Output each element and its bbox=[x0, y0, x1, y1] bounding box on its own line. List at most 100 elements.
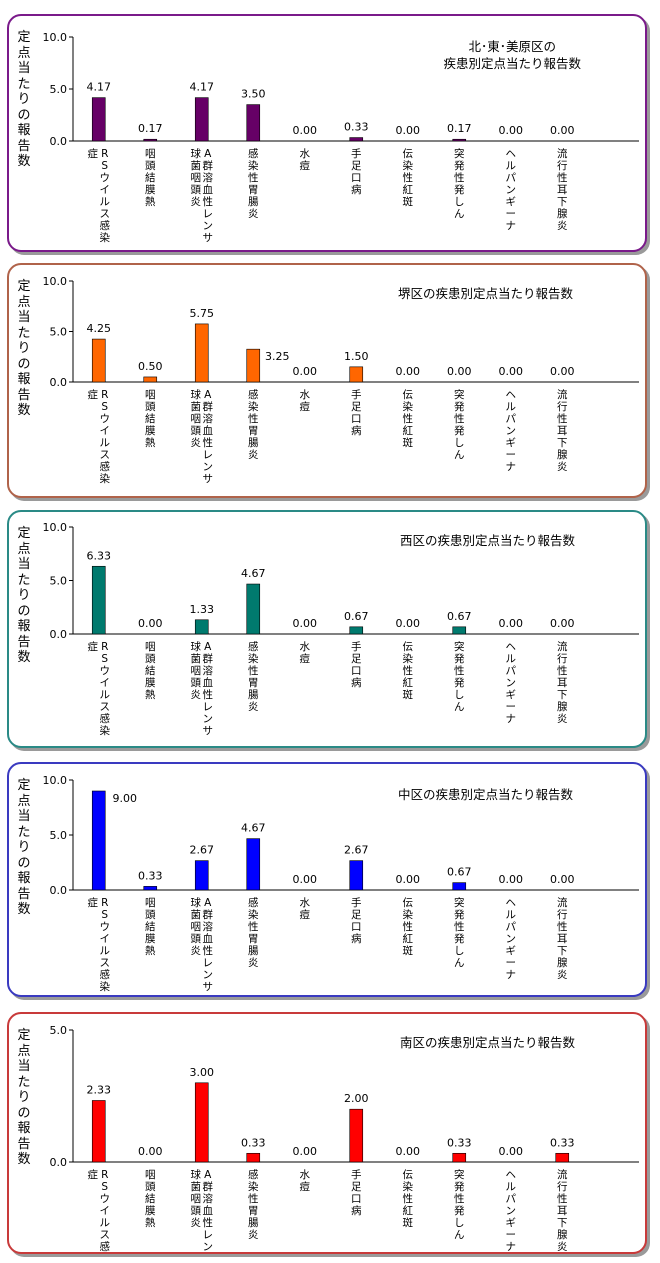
svg-text:ヘ: ヘ bbox=[506, 641, 517, 653]
svg-text:咽: 咽 bbox=[145, 148, 156, 160]
data-label: 0.00 bbox=[550, 124, 575, 137]
chart-panel-minami: 定点当たりの報告数 南区の疾患別定点当たり報告数 0.0 5.0 2.33 R S ウイルス感… bbox=[7, 1012, 647, 1254]
data-label: 0.00 bbox=[499, 124, 524, 137]
svg-text:染: 染 bbox=[248, 400, 259, 413]
svg-text:ル: ル bbox=[100, 437, 111, 449]
svg-text:行: 行 bbox=[557, 908, 568, 921]
svg-text:染: 染 bbox=[403, 908, 414, 921]
svg-text:性: 性 bbox=[557, 412, 568, 425]
svg-text:パ: パ bbox=[506, 921, 517, 933]
chart-title: 西区の疾患別定点当たり報告数 bbox=[399, 533, 575, 548]
svg-text:発: 発 bbox=[454, 424, 465, 437]
svg-text:発: 発 bbox=[454, 932, 465, 945]
svg-text:S: S bbox=[101, 160, 108, 172]
svg-text:炎: 炎 bbox=[557, 461, 568, 473]
svg-text:A: A bbox=[204, 389, 212, 401]
bar bbox=[452, 1152, 467, 1163]
svg-text:紅: 紅 bbox=[403, 933, 414, 945]
svg-text:腺: 腺 bbox=[557, 448, 568, 461]
bar bbox=[452, 138, 467, 142]
svg-text:結: 結 bbox=[145, 920, 156, 933]
svg-text:胃: 胃 bbox=[248, 677, 259, 689]
svg-text:症: 症 bbox=[88, 896, 99, 909]
svg-text:炎: 炎 bbox=[248, 208, 259, 220]
bar bbox=[91, 790, 106, 891]
svg-text:流: 流 bbox=[557, 896, 568, 909]
svg-text:ン: ン bbox=[203, 461, 214, 473]
svg-text:腸: 腸 bbox=[248, 1217, 259, 1229]
y-axis-label: 定点当たりの報告数 bbox=[17, 279, 31, 418]
svg-text:ー: ー bbox=[506, 208, 517, 220]
data-label: 0.00 bbox=[550, 873, 575, 886]
svg-text:性: 性 bbox=[248, 664, 259, 677]
svg-text:イ: イ bbox=[100, 933, 111, 945]
svg-text:頭: 頭 bbox=[191, 1205, 202, 1217]
svg-text:腺: 腺 bbox=[557, 956, 568, 969]
data-label: 3.25 bbox=[265, 350, 290, 363]
svg-text:咽: 咽 bbox=[191, 665, 202, 677]
svg-text:性: 性 bbox=[403, 920, 414, 933]
svg-text:頭: 頭 bbox=[145, 160, 156, 172]
data-label: 4.25 bbox=[87, 322, 112, 335]
svg-text:性: 性 bbox=[557, 171, 568, 184]
svg-text:ー: ー bbox=[506, 1229, 517, 1241]
svg-text:流: 流 bbox=[557, 1168, 568, 1181]
svg-text:ン: ン bbox=[506, 425, 517, 437]
svg-text:性: 性 bbox=[248, 171, 259, 184]
svg-text:溶: 溶 bbox=[203, 920, 214, 933]
y-tick-label: 10.0 bbox=[43, 521, 68, 534]
data-label: 0.67 bbox=[344, 610, 369, 623]
svg-text:ナ: ナ bbox=[506, 1241, 517, 1252]
svg-text:流: 流 bbox=[557, 640, 568, 653]
data-label: 0.33 bbox=[138, 869, 163, 882]
svg-text:感: 感 bbox=[248, 640, 259, 653]
svg-text:パ: パ bbox=[506, 1193, 517, 1205]
data-label: 0.00 bbox=[499, 365, 524, 378]
svg-text:ギ: ギ bbox=[506, 689, 517, 701]
svg-text:突: 突 bbox=[454, 1168, 465, 1181]
svg-text:性: 性 bbox=[454, 920, 465, 933]
svg-text:耳: 耳 bbox=[557, 933, 568, 945]
svg-text:染: 染 bbox=[100, 980, 111, 993]
data-label: 4.17 bbox=[87, 81, 112, 94]
svg-text:ル: ル bbox=[100, 945, 111, 957]
svg-text:手: 手 bbox=[351, 896, 362, 909]
data-label: 0.00 bbox=[293, 617, 318, 630]
svg-text:行: 行 bbox=[557, 652, 568, 665]
svg-text:菌: 菌 bbox=[191, 909, 202, 921]
data-label: 0.00 bbox=[293, 873, 318, 886]
bar bbox=[349, 1108, 364, 1163]
svg-text:ヘ: ヘ bbox=[506, 897, 517, 909]
svg-text:性: 性 bbox=[203, 1216, 214, 1229]
y-tick-label: 5.0 bbox=[50, 326, 68, 339]
svg-text:斑: 斑 bbox=[403, 944, 414, 957]
data-label: 2.00 bbox=[344, 1092, 369, 1105]
svg-text:水: 水 bbox=[300, 1169, 311, 1181]
svg-text:手: 手 bbox=[351, 147, 362, 160]
svg-text:感: 感 bbox=[100, 968, 111, 981]
data-label: 0.17 bbox=[447, 122, 472, 135]
data-label: 0.00 bbox=[550, 617, 575, 630]
svg-text:ウ: ウ bbox=[100, 1193, 111, 1205]
svg-text:血: 血 bbox=[203, 676, 214, 689]
svg-text:耳: 耳 bbox=[557, 425, 568, 437]
bar bbox=[246, 838, 261, 891]
svg-text:ヘ: ヘ bbox=[506, 389, 517, 401]
bar bbox=[246, 104, 261, 142]
svg-text:感: 感 bbox=[100, 1240, 111, 1252]
data-label: 3.50 bbox=[241, 88, 266, 101]
svg-text:腸: 腸 bbox=[248, 196, 259, 208]
category-label: 水痘 bbox=[300, 148, 311, 172]
svg-text:性: 性 bbox=[403, 171, 414, 184]
